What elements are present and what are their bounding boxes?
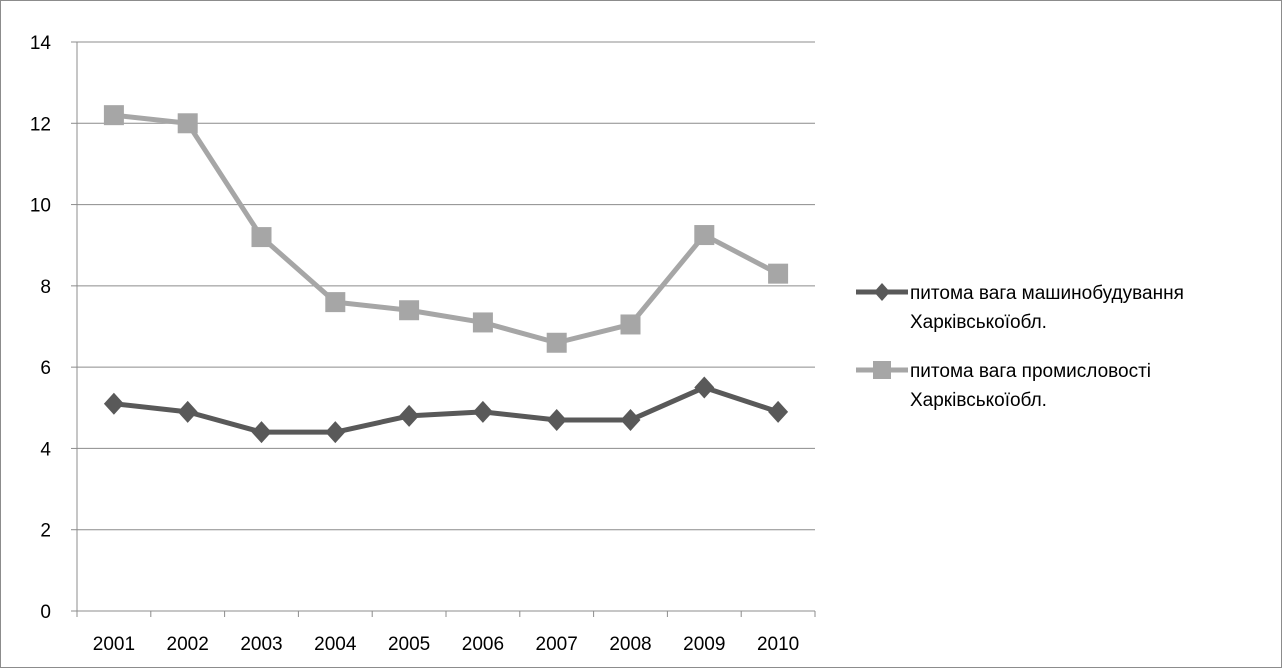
x-tick-label: 2007 bbox=[536, 634, 578, 655]
data-point-diamond bbox=[620, 408, 641, 431]
data-point-square bbox=[325, 292, 346, 313]
y-tick-label: 12 bbox=[30, 114, 51, 135]
x-tick-label: 2004 bbox=[314, 634, 357, 655]
data-point-diamond bbox=[768, 400, 789, 423]
x-tick-label: 2003 bbox=[240, 634, 282, 655]
data-point-diamond bbox=[177, 400, 198, 423]
x-tick-label: 2009 bbox=[683, 634, 725, 655]
x-tick-label: 2010 bbox=[757, 634, 799, 655]
x-tick-label: 2006 bbox=[462, 634, 504, 655]
y-tick-label: 10 bbox=[30, 196, 51, 217]
y-tick-label: 6 bbox=[40, 358, 51, 379]
data-point-square bbox=[546, 332, 567, 353]
axes: 0 2 4 6 8 10 12 14 2001 2002 2003 2004 2005 2006 2007 2… bbox=[30, 33, 816, 655]
series-group bbox=[103, 105, 789, 444]
data-point-diamond bbox=[472, 400, 493, 423]
data-point-diamond bbox=[325, 421, 346, 444]
legend: питома вага машинобудування Харківськоїоб… bbox=[856, 283, 1184, 411]
legend-label: Харківськоїобл. bbox=[910, 390, 1047, 411]
x-tick-label: 2001 bbox=[93, 634, 135, 655]
gridlines bbox=[77, 41, 815, 531]
data-point-diamond bbox=[251, 421, 272, 444]
legend-label: Харківськоїобл. bbox=[910, 312, 1047, 333]
y-tick-label: 8 bbox=[40, 277, 51, 298]
y-tick-label: 14 bbox=[30, 33, 52, 54]
data-point-diamond bbox=[694, 376, 715, 399]
x-tick-label: 2002 bbox=[167, 634, 209, 655]
data-point-diamond bbox=[546, 408, 567, 431]
data-point-square bbox=[399, 300, 420, 321]
data-point-square bbox=[768, 263, 789, 284]
data-point-square bbox=[251, 227, 272, 248]
data-point-square bbox=[103, 105, 124, 126]
y-tick-label: 2 bbox=[40, 521, 51, 542]
x-tick-label: 2008 bbox=[609, 634, 651, 655]
series-line bbox=[113, 384, 779, 435]
data-point-square bbox=[177, 113, 198, 134]
legend-marker-square bbox=[873, 361, 891, 379]
y-tick-label: 0 bbox=[40, 602, 51, 623]
data-point-square bbox=[694, 225, 715, 246]
x-tick-label: 2005 bbox=[388, 634, 430, 655]
legend-label: питома вага промисловості bbox=[910, 361, 1151, 382]
data-point-diamond bbox=[103, 392, 124, 415]
series-line bbox=[113, 112, 780, 346]
data-point-square bbox=[620, 314, 641, 335]
data-point-square bbox=[472, 312, 493, 333]
y-tick-label: 4 bbox=[40, 439, 51, 460]
legend-marker-diamond bbox=[874, 283, 890, 301]
legend-label: питома вага машинобудування bbox=[910, 283, 1184, 304]
data-point-diamond bbox=[399, 404, 420, 427]
